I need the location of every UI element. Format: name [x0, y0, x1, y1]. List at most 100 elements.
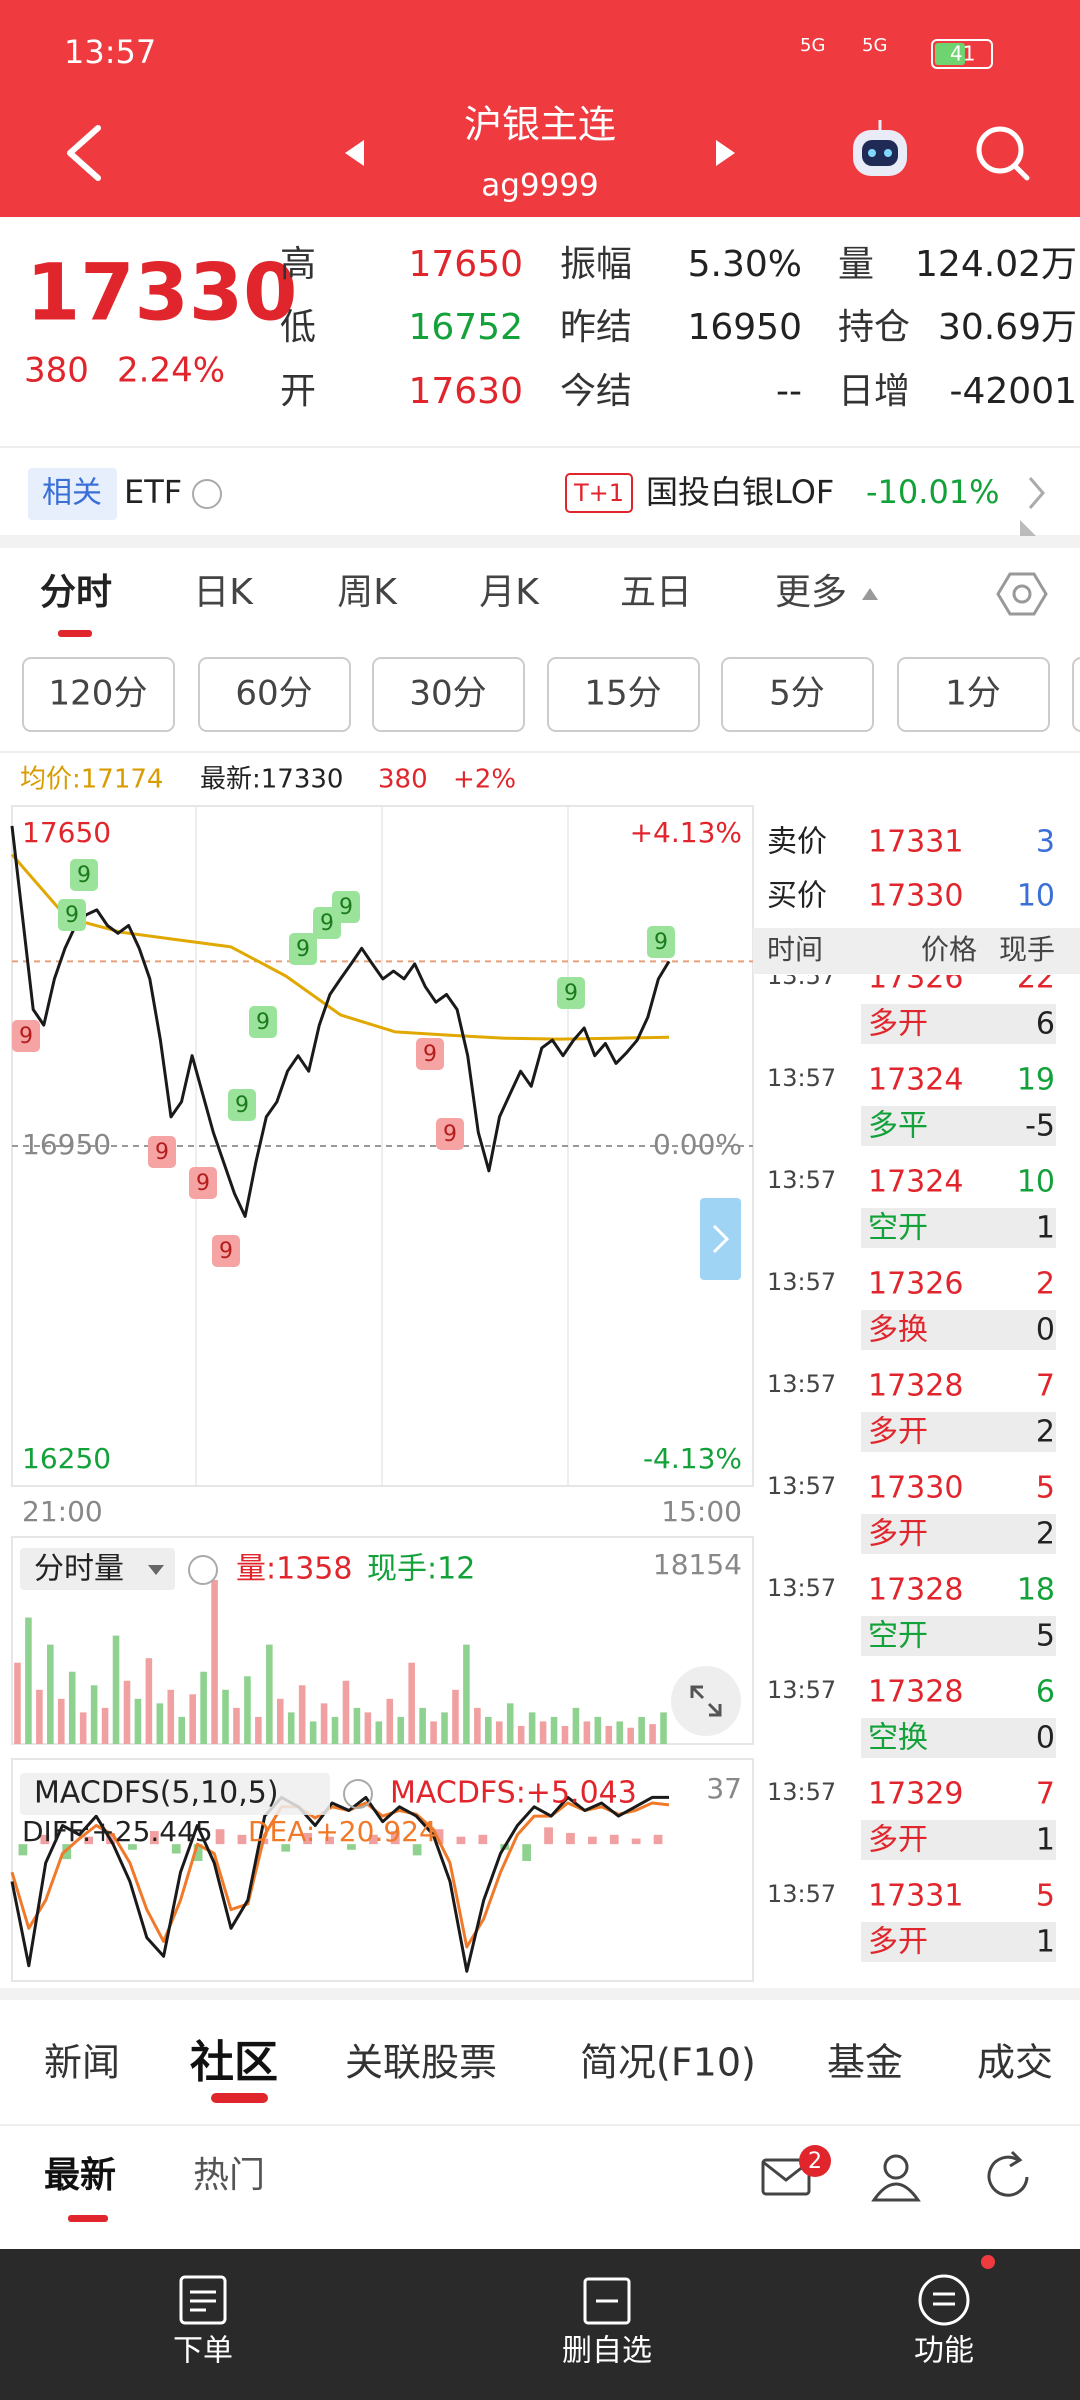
macd-bar	[390, 1831, 400, 1845]
tab[interactable]: 更多	[775, 572, 847, 613]
period-button[interactable]	[547, 657, 700, 732]
macd-bar	[171, 1844, 181, 1854]
news-tab[interactable]: 基金	[827, 2041, 903, 2085]
trade-price: 17324	[868, 1063, 963, 1098]
tab[interactable]: 五日	[620, 572, 692, 613]
volume-bar	[550, 1716, 558, 1744]
trade-type: 多开	[868, 1517, 928, 1552]
field-value: 30.69万	[938, 307, 1077, 348]
dea-line	[10, 1801, 670, 1949]
function-icon[interactable]	[918, 2274, 970, 2326]
y-tick-label: 37	[706, 1772, 742, 1805]
news-tab[interactable]: 成交	[977, 2041, 1053, 2085]
volume-bar	[266, 1644, 273, 1744]
tab[interactable]: 月K	[479, 572, 540, 613]
signal: 9	[235, 1093, 249, 1118]
tab-indicator	[58, 630, 92, 637]
chevron	[1028, 477, 1045, 509]
selector-bg[interactable]	[20, 1548, 175, 1590]
field-label: 量	[838, 244, 874, 285]
macd-bar	[325, 1836, 334, 1845]
y-tick-label: 16250	[22, 1442, 111, 1475]
help-icon	[188, 1555, 218, 1585]
trade-time: 13:57	[767, 1370, 836, 1398]
prev-button[interactable]	[345, 140, 364, 166]
period-button[interactable]	[372, 657, 525, 732]
signal: 9	[19, 1024, 33, 1049]
macd-bar	[347, 1844, 356, 1850]
news-tab[interactable]: 社区	[190, 2037, 278, 2088]
field-value: 5.30%	[688, 244, 802, 285]
trade-price: 17328	[868, 1573, 963, 1608]
notification-dot	[981, 2255, 995, 2269]
period-button[interactable]	[1072, 657, 1080, 732]
volume-bar	[79, 1712, 87, 1744]
scroll-button[interactable]	[700, 1198, 741, 1280]
page-subtitle: ag9999	[481, 168, 599, 204]
trade-type-bg	[861, 1310, 1056, 1350]
volume-bar	[605, 1725, 613, 1744]
y-tick-label: 17650	[22, 816, 111, 849]
profile-icon[interactable]	[871, 2154, 921, 2202]
column-header-bg	[753, 928, 1080, 974]
selector-bg[interactable]	[20, 1773, 330, 1815]
macd-bar	[544, 1827, 553, 1845]
signal: 9	[564, 981, 578, 1006]
nav-label[interactable]: 功能	[914, 2334, 974, 2369]
bid-price: 17330	[868, 879, 963, 914]
panel-frame	[11, 1536, 754, 1745]
x-tick-label: 21:00	[22, 1495, 103, 1528]
sub-tab[interactable]: 热门	[193, 2155, 265, 2196]
volume-bar	[57, 1698, 65, 1744]
order-icon[interactable]	[179, 2275, 227, 2325]
battery-level: 41	[950, 42, 975, 66]
assistant-icon[interactable]	[853, 120, 907, 176]
news-tab[interactable]: 新闻	[44, 2041, 120, 2085]
change-pct: 2.24%	[117, 351, 225, 391]
trade-change: 2	[1036, 1517, 1055, 1552]
y-tick-label: 16950	[22, 1128, 111, 1161]
volume-bar	[287, 1712, 295, 1744]
volume-bar	[112, 1635, 120, 1744]
signal: 9	[155, 1140, 169, 1165]
volume-bar	[561, 1725, 569, 1744]
signal-bg	[289, 933, 317, 965]
period-button[interactable]	[721, 657, 874, 732]
period-button[interactable]	[198, 657, 351, 732]
dea-value: DEA:+20.924	[248, 1815, 437, 1848]
tab[interactable]: 分时	[40, 572, 112, 613]
back-button[interactable]	[67, 125, 101, 181]
trade-type: 多开	[868, 1415, 928, 1450]
tab-indicator	[68, 2215, 108, 2222]
news-tab[interactable]: 关联股票	[345, 2041, 497, 2085]
trade-type-bg	[861, 1004, 1056, 1044]
volume-bar	[583, 1721, 591, 1744]
refresh-icon[interactable]	[987, 2150, 1029, 2197]
search-icon[interactable]	[976, 126, 1030, 181]
next-button[interactable]	[716, 140, 735, 166]
tab[interactable]: 周K	[337, 572, 398, 613]
settings-icon[interactable]	[996, 572, 1048, 616]
mail-badge: 2	[808, 2149, 822, 2174]
field-value: 124.02万	[915, 244, 1077, 285]
trade-qty: 5	[1036, 1471, 1055, 1506]
field-value: 17630	[408, 371, 523, 412]
sub-tab[interactable]: 最新	[44, 2155, 116, 2196]
signal: 9	[65, 903, 79, 928]
expand-button[interactable]	[671, 1666, 741, 1736]
trade-change: 0	[1036, 1721, 1055, 1756]
nav-label[interactable]: 删自选	[562, 2334, 652, 2369]
news-tab[interactable]: 简况(F10)	[580, 2041, 756, 2085]
trade-qty: 7	[1036, 1369, 1055, 1404]
period-button[interactable]	[897, 657, 1050, 732]
period-button[interactable]	[22, 657, 175, 732]
nav-label[interactable]: 下单	[173, 2334, 233, 2369]
bid-qty: 10	[1017, 879, 1055, 914]
page-title: 沪银主连	[464, 103, 616, 147]
volume-bar	[298, 1685, 306, 1744]
tab[interactable]: 日K	[193, 572, 254, 613]
trade-type: 空开	[868, 1211, 928, 1246]
watchlist-icon[interactable]	[583, 2277, 631, 2325]
trade-type: 空开	[868, 1619, 928, 1654]
